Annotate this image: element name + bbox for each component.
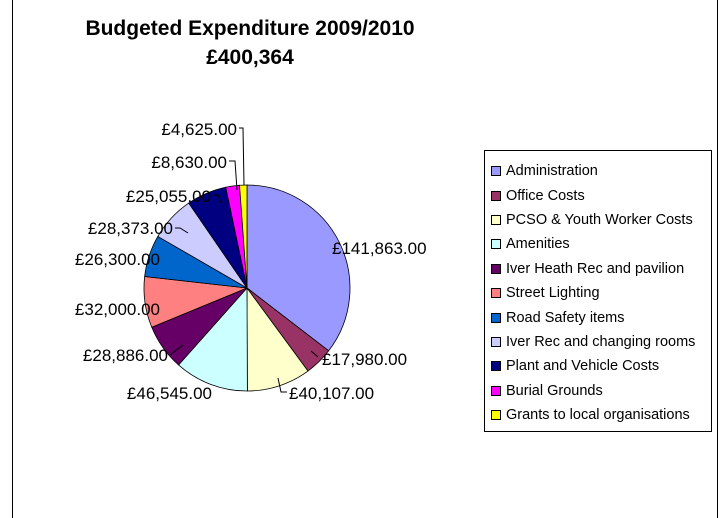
legend-label: Grants to local organisations xyxy=(506,407,690,424)
leader-line-2 xyxy=(310,350,319,358)
legend: Administration Office Costs PCSO & Youth W… xyxy=(484,150,712,432)
data-label-7: £26,300.00 xyxy=(75,250,160,269)
legend-item: Street Lighting xyxy=(485,281,711,305)
legend-item: Administration xyxy=(485,159,711,183)
legend-label: Iver Heath Rec and pavilion xyxy=(506,260,685,277)
legend-swatch xyxy=(491,239,501,250)
legend-label: Amenities xyxy=(506,236,570,253)
legend-item: Iver Rec and changing rooms xyxy=(485,330,711,354)
legend-item: Plant and Vehicle Costs xyxy=(485,354,711,378)
legend-label: PCSO & Youth Worker Costs xyxy=(506,211,693,228)
leader-line-11 xyxy=(239,127,245,186)
legend-swatch xyxy=(491,166,501,177)
legend-item: Burial Grounds xyxy=(485,379,711,403)
legend-label: Administration xyxy=(506,163,598,180)
legend-label: Iver Rec and changing rooms xyxy=(506,333,696,350)
pie-slice-4 xyxy=(177,286,248,392)
legend-swatch xyxy=(491,336,501,347)
chart-title: Budgeted Expenditure 2009/2010 £400,364 xyxy=(40,14,460,72)
legend-swatch xyxy=(491,288,501,299)
data-label-11: £4,625.00 xyxy=(161,120,237,139)
legend-item: Amenities xyxy=(485,232,711,256)
legend-item: Iver Heath Rec and pavilion xyxy=(485,257,711,281)
legend-label: Office Costs xyxy=(506,187,585,204)
leader-line-8 xyxy=(175,227,189,234)
chart-title-line2: £400,364 xyxy=(206,46,294,69)
legend-item: PCSO & Youth Worker Costs xyxy=(485,208,711,232)
leader-line-5 xyxy=(169,344,184,356)
legend-label: Plant and Vehicle Costs xyxy=(506,358,660,375)
legend-item: Road Safety items xyxy=(485,305,711,329)
leader-line-10 xyxy=(229,160,238,191)
data-label-5: £28,886.00 xyxy=(83,346,168,365)
data-label-4: £46,545.00 xyxy=(127,384,212,403)
data-label-1: £141,863.00 xyxy=(332,239,427,258)
legend-item: Grants to local organisations xyxy=(485,403,711,427)
legend-swatch xyxy=(491,361,501,372)
data-label-10: £8,630.00 xyxy=(151,153,227,172)
legend-swatch xyxy=(491,214,501,225)
legend-label: Road Safety items xyxy=(506,309,625,326)
leader-line-9 xyxy=(213,194,222,204)
chart-area xyxy=(12,0,718,518)
data-label-2: £17,980.00 xyxy=(322,350,407,369)
leader-line-3 xyxy=(277,377,287,393)
data-label-3: £40,107.00 xyxy=(289,384,374,403)
legend-swatch xyxy=(491,190,501,201)
legend-swatch xyxy=(491,263,501,274)
pie-slice-11 xyxy=(239,184,248,289)
pie-slice-1 xyxy=(246,184,351,352)
data-label-9: £25,055.00 xyxy=(126,187,211,206)
legend-swatch xyxy=(491,312,501,323)
legend-swatch xyxy=(491,410,501,421)
chart-title-line1: Budgeted Expenditure 2009/2010 xyxy=(85,17,415,40)
legend-item: Office Costs xyxy=(485,183,711,207)
data-label-8: £28,373.00 xyxy=(88,219,173,238)
legend-label: Street Lighting xyxy=(506,285,600,302)
legend-label: Burial Grounds xyxy=(506,382,603,399)
legend-swatch xyxy=(491,385,501,396)
data-label-6: £32,000.00 xyxy=(75,300,160,319)
